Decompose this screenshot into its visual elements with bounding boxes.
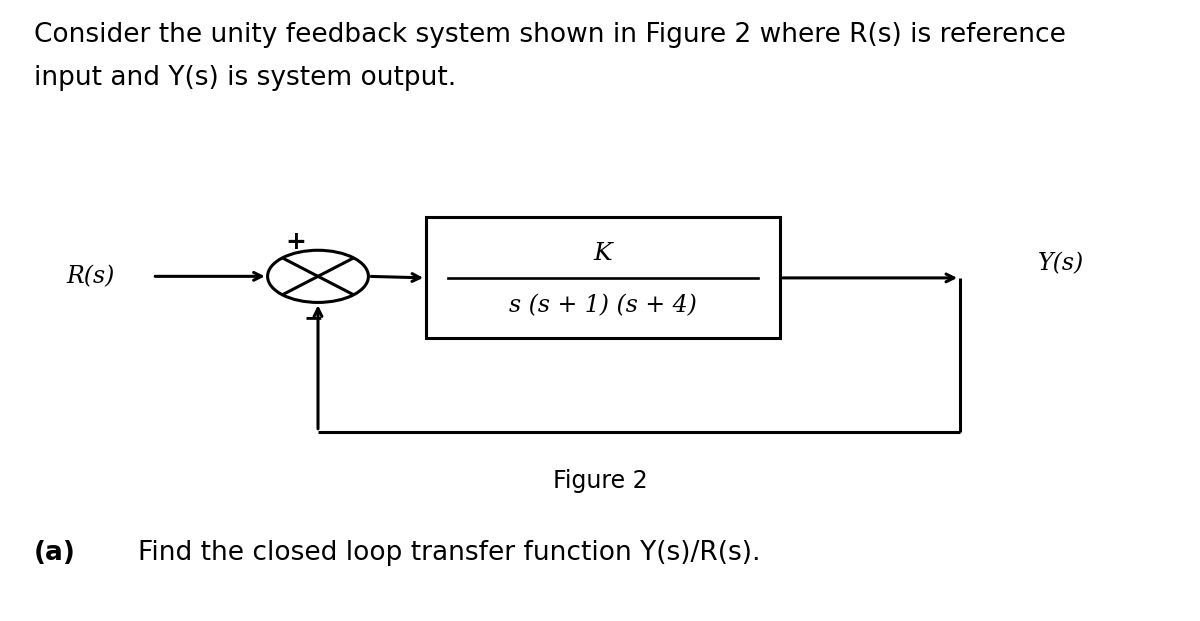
FancyBboxPatch shape bbox=[426, 217, 780, 338]
Text: s (s + 1) (s + 4): s (s + 1) (s + 4) bbox=[509, 294, 697, 317]
Text: K: K bbox=[594, 242, 612, 265]
Text: Consider the unity feedback system shown in Figure 2 where R(s) is reference: Consider the unity feedback system shown… bbox=[34, 22, 1066, 48]
Text: R(s): R(s) bbox=[66, 265, 114, 288]
Text: −: − bbox=[304, 306, 323, 330]
Text: (a): (a) bbox=[34, 540, 76, 566]
Text: Find the closed loop transfer function Y(s)/R(s).: Find the closed loop transfer function Y… bbox=[138, 540, 761, 566]
Text: Y(s): Y(s) bbox=[1038, 252, 1085, 276]
Text: Figure 2: Figure 2 bbox=[553, 469, 647, 493]
Text: input and Y(s) is system output.: input and Y(s) is system output. bbox=[34, 65, 456, 91]
Text: +: + bbox=[284, 230, 306, 255]
